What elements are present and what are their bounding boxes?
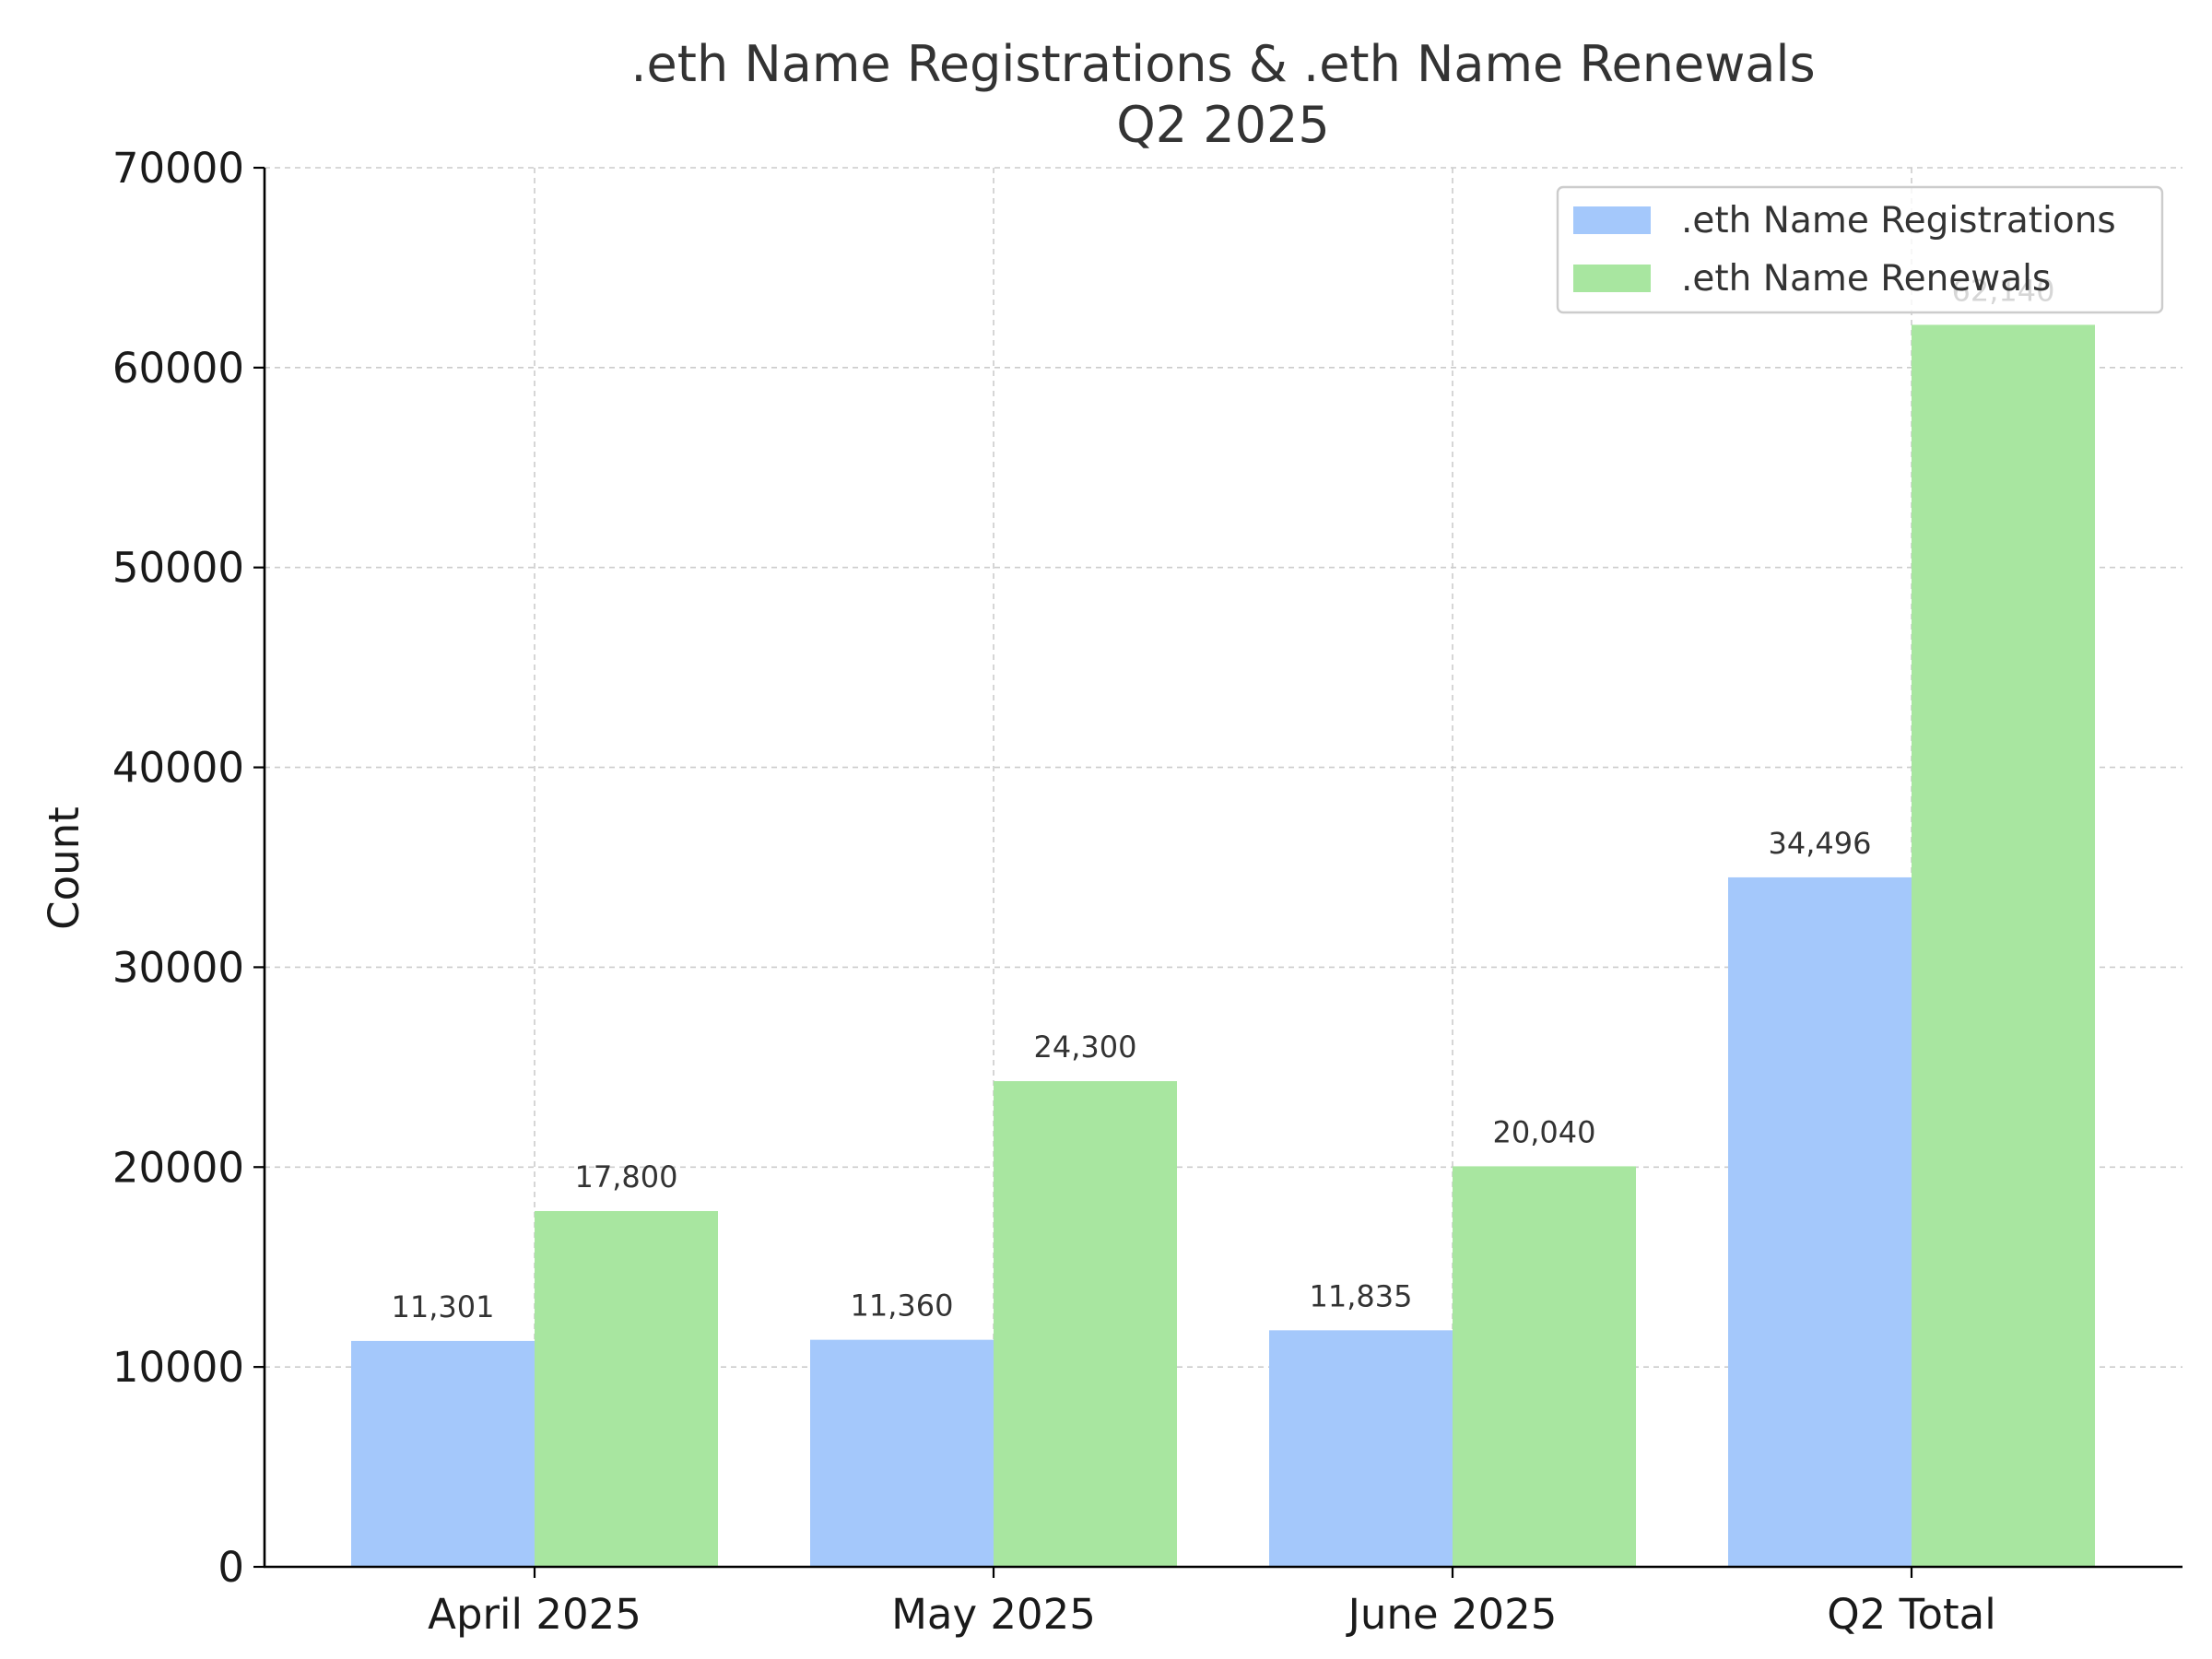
- legend-swatch-renewals: [1573, 265, 1651, 292]
- chart-title: .eth Name Registrations & .eth Name Rene…: [630, 35, 1815, 93]
- x-tick-label: April 2025: [428, 1590, 641, 1639]
- data-label-renewals: 20,040: [1493, 1114, 1596, 1149]
- data-label-registrations: 34,496: [1769, 826, 1872, 861]
- x-tick-label: Q2 Total: [1827, 1590, 1995, 1639]
- x-tick-label: June 2025: [1346, 1590, 1558, 1639]
- data-label-registrations: 11,360: [851, 1288, 954, 1324]
- bar-registrations: [1269, 1330, 1453, 1567]
- data-label-renewals: 24,300: [1034, 1030, 1137, 1065]
- data-label-registrations: 11,301: [392, 1289, 495, 1324]
- legend-label-registrations: .eth Name Registrations: [1681, 200, 2116, 241]
- y-axis-label: Count: [40, 806, 88, 930]
- bar-renewals: [994, 1081, 1177, 1567]
- data-label-renewals: 17,800: [575, 1159, 678, 1194]
- y-tick-label: 0: [218, 1543, 244, 1592]
- bar-renewals: [535, 1210, 718, 1567]
- bar-renewals: [1453, 1166, 1636, 1567]
- y-tick-label: 70000: [112, 144, 244, 193]
- y-tick-label: 10000: [112, 1343, 244, 1392]
- legend-label-renewals: .eth Name Renewals: [1681, 258, 2051, 300]
- y-tick-label: 40000: [112, 744, 244, 793]
- data-label-registrations: 11,835: [1310, 1278, 1413, 1313]
- legend-swatch-registrations: [1573, 206, 1651, 234]
- y-tick-label: 30000: [112, 943, 244, 992]
- bar-registrations: [1728, 877, 1912, 1567]
- y-tick-label: 50000: [112, 544, 244, 593]
- x-tick-label: May 2025: [891, 1590, 1096, 1639]
- y-tick-label: 20000: [112, 1143, 244, 1192]
- legend: .eth Name Registrations .eth Name Renewa…: [1556, 185, 2164, 314]
- bars-layer: [351, 324, 2095, 1567]
- axes-layer: 0 10000 20000 30000 40000 50000 60000 70000 Apri…: [112, 144, 2183, 1639]
- y-tick-label: 60000: [112, 344, 244, 393]
- bar-registrations: [351, 1340, 535, 1567]
- bar-renewals: [1912, 324, 2095, 1567]
- bar-registrations: [810, 1339, 994, 1567]
- chart-subtitle: Q2 2025: [1116, 96, 1329, 154]
- legend-frame: [1556, 185, 2164, 314]
